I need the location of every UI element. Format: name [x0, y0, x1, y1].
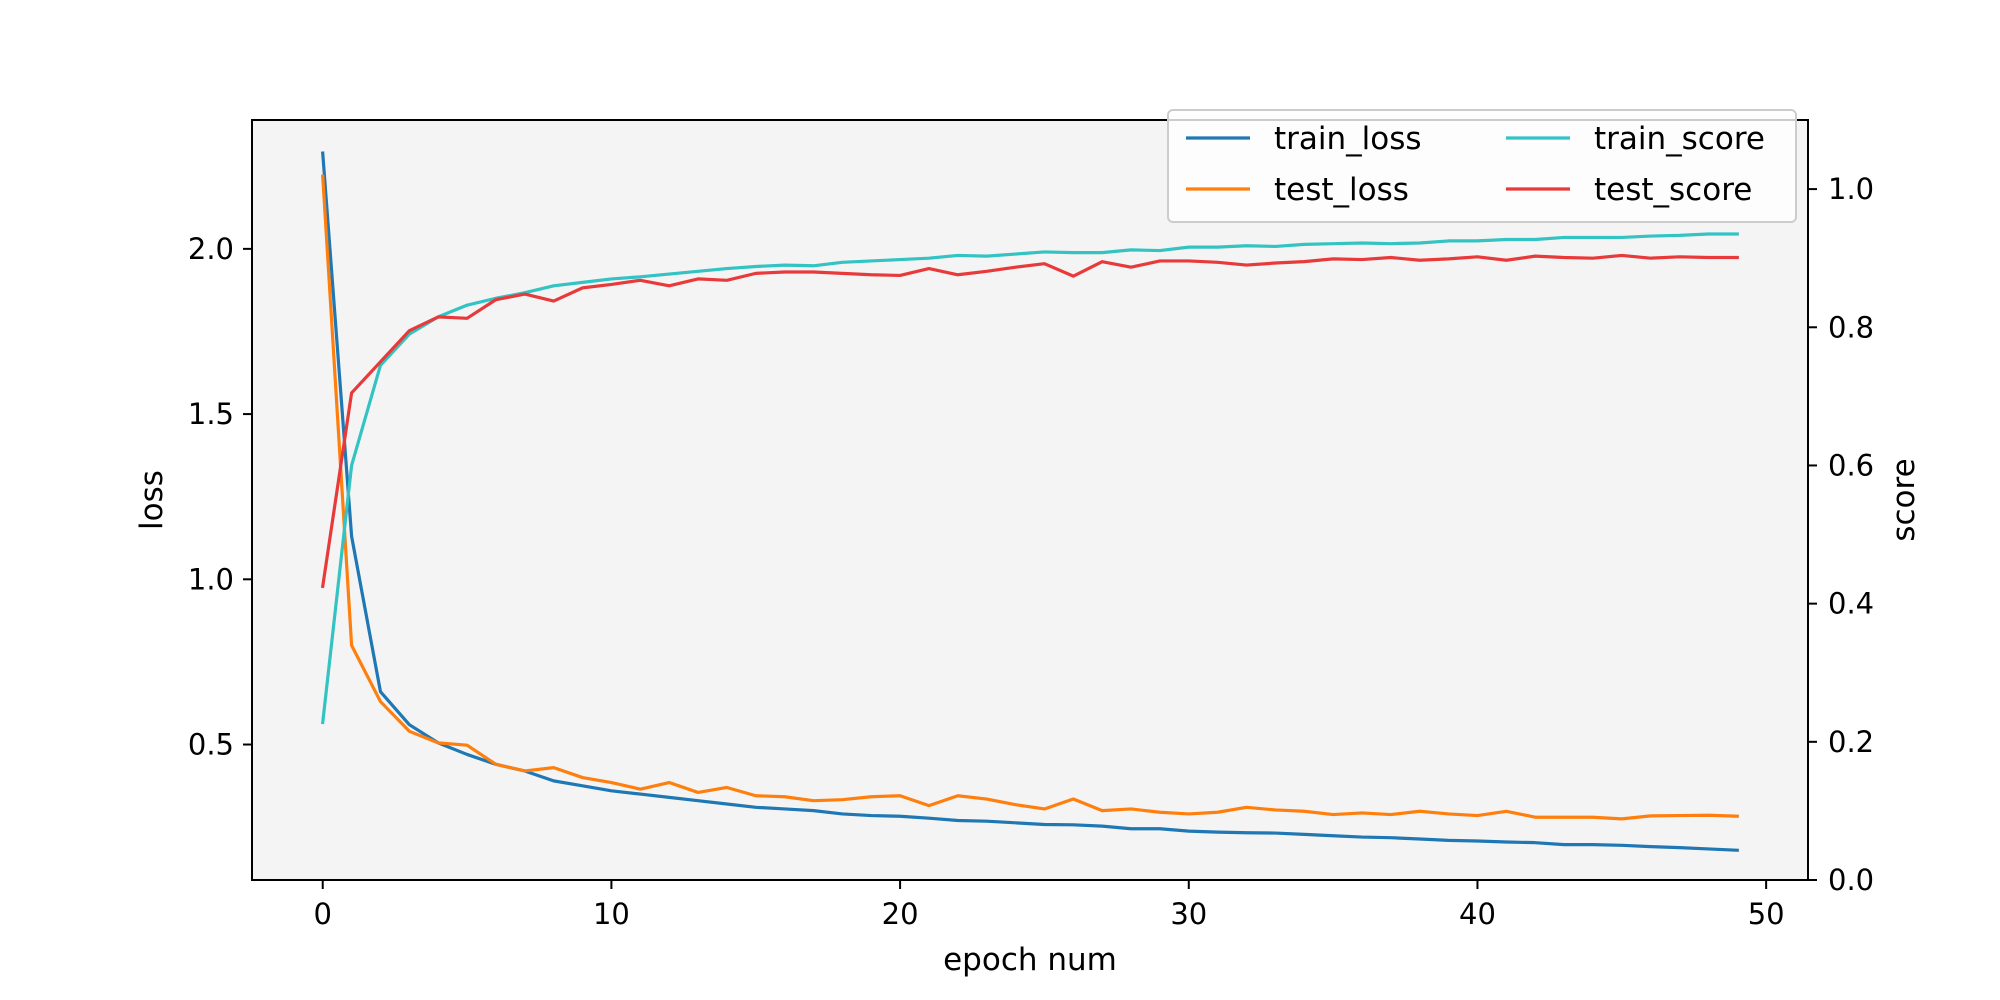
y-right-tick-label: 0.6 [1828, 448, 1874, 482]
y-left-tick-label: 1.5 [188, 397, 234, 431]
x-tick-label: 0 [314, 897, 332, 931]
plot-frame [251, 119, 1809, 881]
x-tick-label: 30 [1170, 897, 1207, 931]
x-axis-label: epoch num [943, 942, 1117, 978]
y-left-tick-label: 2.0 [188, 232, 234, 266]
y-left-tick-label: 0.5 [188, 728, 234, 762]
y-right-tick-label: 0.4 [1828, 587, 1874, 621]
legend: train_loss test_loss train_score test_score [1167, 109, 1797, 223]
y-axis-right-label: score [1886, 458, 1922, 541]
series-line-train-score [320, 232, 1739, 725]
legend-item-test-score: test_score [1506, 172, 1752, 208]
y-right-tick-label: 1.0 [1828, 172, 1874, 206]
y-right-tick-label: 0.0 [1828, 863, 1874, 897]
legend-box [1167, 109, 1797, 223]
legend-item-train-score: train_score [1506, 121, 1765, 157]
y-axis-left-label: loss [134, 470, 170, 530]
legend-item-train-loss: train_loss [1186, 121, 1422, 157]
y-right-tick-label: 0.2 [1828, 725, 1874, 759]
plot-background [252, 120, 1808, 880]
legend-label: test_score [1594, 172, 1752, 208]
legend-label: train_loss [1274, 121, 1422, 157]
series-line-test-loss [321, 174, 1739, 821]
y-right-tick-label: 0.8 [1828, 310, 1874, 344]
legend-label: test_loss [1274, 172, 1409, 208]
x-tick-label: 10 [593, 897, 630, 931]
x-tick-label: 20 [882, 897, 919, 931]
x-tick-label: 40 [1459, 897, 1496, 931]
legend-item-test-loss: test_loss [1186, 172, 1409, 208]
x-tick-label: 50 [1748, 897, 1785, 931]
series-line-train-loss [321, 151, 1739, 852]
legend-label: train_score [1594, 121, 1765, 157]
series-line-test-score [320, 253, 1739, 589]
y-left-tick-label: 1.0 [188, 562, 234, 596]
